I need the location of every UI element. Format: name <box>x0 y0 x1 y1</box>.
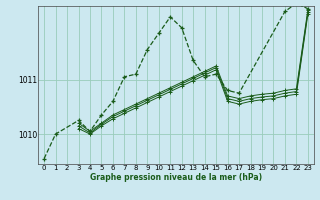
X-axis label: Graphe pression niveau de la mer (hPa): Graphe pression niveau de la mer (hPa) <box>90 173 262 182</box>
